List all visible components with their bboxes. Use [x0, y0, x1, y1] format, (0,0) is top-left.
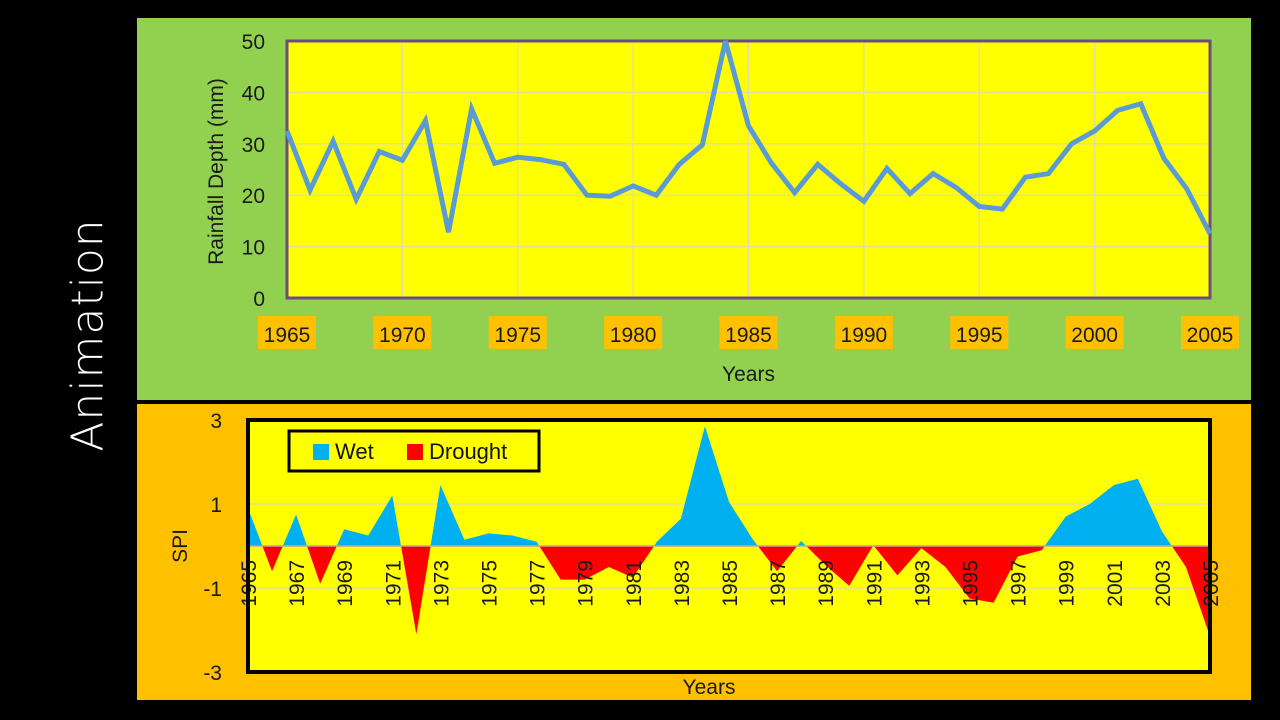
x-tick-label: 1981: [623, 560, 646, 607]
x-tick-label: 1979: [575, 560, 598, 607]
x-tick-label: 1990: [841, 324, 888, 347]
x-tick-label: 1969: [334, 560, 357, 607]
x-tick-bg: [373, 316, 432, 349]
x-tick-label: 1970: [379, 324, 426, 347]
y-tick-label: -3: [203, 662, 222, 685]
y-tick-label: 1: [210, 494, 222, 517]
x-tick-label: 1987: [767, 560, 790, 607]
legend-drought-label: Drought: [429, 439, 507, 464]
rainfall-line-chart: 0 10 20 30 40 50 1965 1970 1975 1980 1985 1990 1995 2…: [205, 31, 1239, 386]
rainfall-chart-panel: 0 10 20 30 40 50 1965 1970 1975 1980 1985 1990 1995 2…: [137, 18, 1251, 400]
y-tick-label: -1: [203, 578, 222, 601]
y-tick-label: 30: [242, 134, 265, 157]
y-tick-label: 20: [242, 185, 265, 208]
y-tick-label: 3: [210, 410, 222, 433]
x-tick-bg: [1065, 316, 1124, 349]
x-tick-bg: [719, 316, 778, 349]
x-tick-label: 1975: [494, 324, 541, 347]
spi-chart-panel: 1965 1967 1969 1971 1973 1975 1977 1979 1981 1983…: [137, 404, 1251, 700]
wet-area: [248, 426, 1210, 546]
x-tick-label: 1967: [286, 560, 309, 607]
x-tick-label: 1995: [956, 324, 1003, 347]
y-tick-label: 40: [242, 82, 265, 105]
x-tick-label: 1973: [430, 560, 453, 607]
y-tick-label: 50: [242, 31, 265, 54]
x-tick-label: 1985: [725, 324, 772, 347]
x-tick-label: 1977: [527, 560, 550, 607]
x-tick-bg: [604, 316, 663, 349]
x-tick-bg: [1181, 316, 1239, 349]
x-tick-label: 1989: [815, 560, 838, 607]
y-axis-title: Rainfall Depth (mm): [205, 78, 228, 265]
slide-side-title: Animation: [62, 218, 114, 452]
y-tick-label: 0: [253, 288, 265, 311]
x-tick-bg: [488, 316, 547, 349]
legend-wet-swatch: [313, 444, 329, 460]
x-tick-bg: [834, 316, 893, 349]
x-tick-label: 1993: [911, 560, 934, 607]
y-tick-label: 10: [242, 237, 265, 260]
x-tick-label: 1971: [382, 560, 405, 607]
x-tick-label: 2000: [1071, 324, 1118, 347]
x-tick-label: 2001: [1104, 560, 1127, 607]
legend-drought-swatch: [407, 444, 423, 460]
legend-wet-label: Wet: [335, 439, 374, 464]
x-tick-label: 1980: [610, 324, 657, 347]
rainfall-line: [284, 40, 1213, 235]
spi-area-chart: 1965 1967 1969 1971 1973 1975 1977 1979 1981 1983…: [169, 410, 1223, 699]
y-axis-title: SPI: [169, 529, 192, 563]
x-tick-label: 1999: [1056, 560, 1079, 607]
x-tick-label: 1997: [1008, 560, 1031, 607]
x-tick-bg: [258, 316, 316, 349]
x-tick-label: 1965: [264, 324, 311, 347]
drought-area: [248, 546, 1210, 637]
plot-border: [246, 418, 1212, 674]
x-tick-label: 1995: [960, 560, 983, 607]
x-axis-title: Years: [722, 363, 775, 386]
x-tick-label: 1975: [479, 560, 502, 607]
x-tick-label: 1985: [719, 560, 742, 607]
x-axis-title: Years: [683, 676, 736, 699]
x-tick-label: 2003: [1152, 560, 1175, 607]
x-tick-label: 1991: [863, 560, 886, 607]
chart-legend: Wet Drought: [287, 429, 541, 473]
x-tick-bg: [950, 316, 1009, 349]
plot-border: [285, 39, 1212, 300]
x-tick-label: 1983: [671, 560, 694, 607]
x-tick-label: 2005: [1187, 324, 1234, 347]
